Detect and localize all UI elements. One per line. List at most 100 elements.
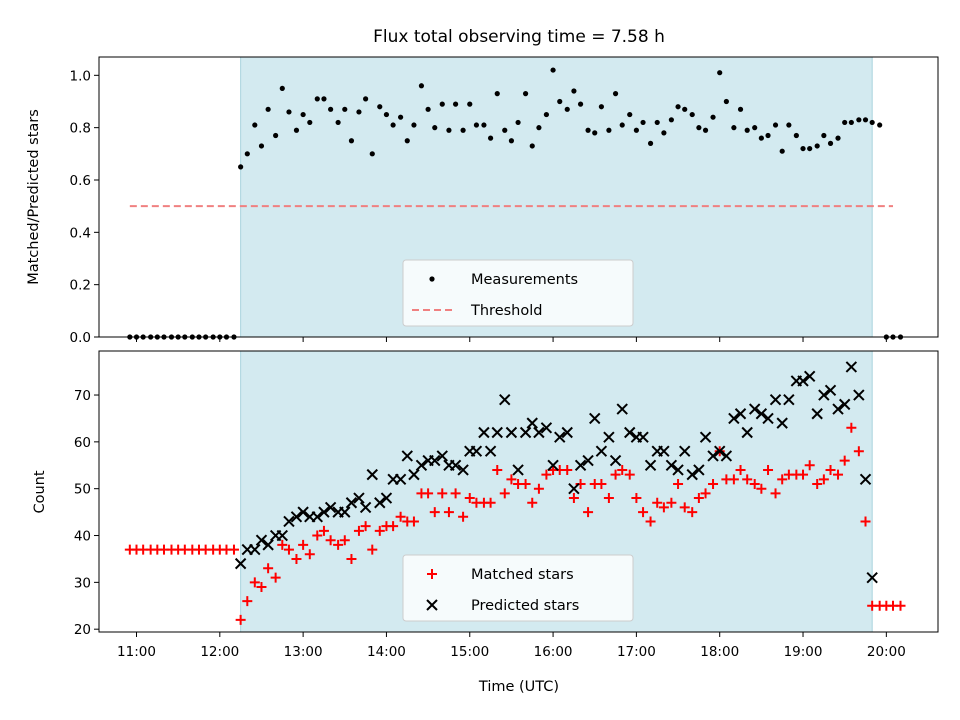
data-point (318, 506, 330, 518)
data-point (527, 497, 538, 508)
data-point (481, 122, 487, 128)
data-point (734, 408, 747, 420)
data-point (612, 91, 619, 97)
data-point (772, 122, 779, 128)
series-predicted-stars (234, 361, 878, 584)
data-point (838, 398, 851, 411)
x-tick-label: 13:00 (284, 644, 323, 660)
data-point (770, 488, 781, 499)
data-point (825, 464, 836, 475)
data-point (737, 106, 744, 112)
y-tick-label: 50 (74, 482, 91, 498)
data-point (324, 501, 337, 514)
data-point (762, 412, 774, 425)
x-tick-label: 18:00 (700, 644, 739, 660)
data-point (644, 459, 657, 471)
series-measurements (127, 67, 904, 340)
data-point (832, 403, 844, 415)
data-point (297, 506, 309, 518)
data-point (529, 143, 535, 149)
data-point (839, 455, 850, 466)
data-point (696, 125, 702, 131)
data-point (311, 511, 323, 523)
data-point (348, 138, 355, 144)
data-point (617, 464, 628, 475)
data-point (367, 544, 378, 555)
data-point (520, 479, 531, 490)
data-point (404, 138, 410, 144)
data-point (783, 393, 795, 406)
data-point (540, 422, 553, 434)
data-point (647, 140, 654, 146)
data-point (728, 412, 740, 425)
data-point (360, 521, 371, 532)
data-point (814, 143, 820, 149)
data-point (244, 151, 250, 157)
data-point (862, 117, 869, 123)
data-point (494, 91, 500, 97)
data-point (749, 479, 760, 490)
bottom-panel-count-plot: 20 30 40 50 60 70 11:00 12:00 13:00 14:00 15:00 16:… (74, 350, 939, 660)
data-point (564, 106, 570, 112)
data-point (853, 446, 864, 457)
data-point (800, 145, 806, 152)
legend-box (402, 554, 634, 622)
data-point (776, 417, 788, 429)
data-point (848, 119, 854, 126)
data-point (398, 114, 404, 120)
y-tick-label: 20 (74, 622, 91, 638)
data-point (668, 117, 674, 123)
data-point (283, 544, 294, 555)
data-point (675, 104, 681, 110)
data-point (314, 96, 320, 102)
data-point (470, 445, 483, 457)
data-point (811, 408, 823, 420)
data-point (418, 83, 425, 89)
data-point (346, 553, 357, 564)
data-point (763, 464, 774, 475)
y-tick-label: 0.0 (70, 330, 91, 346)
data-point (714, 445, 726, 457)
data-point (356, 109, 362, 115)
data-point (321, 96, 327, 102)
data-point (249, 577, 260, 588)
data-point (673, 479, 684, 490)
data-point (728, 474, 739, 485)
x-tick-label: 15:00 (450, 644, 489, 660)
data-point (627, 111, 633, 118)
data-point (374, 525, 385, 536)
data-point (541, 469, 552, 480)
data-point (408, 468, 420, 481)
data-point (502, 127, 508, 133)
data-point (452, 101, 459, 107)
data-point (353, 525, 364, 536)
data-point (818, 474, 829, 485)
data-point (487, 135, 494, 141)
data-point (522, 91, 529, 97)
data-point (395, 511, 406, 522)
data-point (258, 143, 265, 149)
data-point (595, 445, 608, 457)
data-point (679, 502, 690, 513)
data-point (345, 497, 358, 509)
data-point (616, 403, 628, 415)
data-point (652, 497, 663, 508)
data-point (290, 511, 303, 523)
y-tick-label: 0.4 (70, 225, 91, 241)
data-point (845, 361, 858, 373)
data-point (779, 148, 785, 154)
data-point (557, 98, 563, 105)
data-point (388, 521, 399, 532)
data-point (252, 122, 258, 128)
data-point (710, 114, 716, 120)
legend-label: Threshold (470, 303, 542, 319)
data-point (515, 119, 521, 126)
data-point (505, 426, 518, 439)
data-point (415, 459, 428, 471)
data-point (377, 104, 383, 110)
y-tick-label: 0.6 (70, 173, 91, 189)
data-point (682, 106, 688, 112)
data-point (485, 497, 496, 508)
data-point (562, 464, 573, 475)
legend: Matched stars Predicted stars (402, 554, 634, 622)
